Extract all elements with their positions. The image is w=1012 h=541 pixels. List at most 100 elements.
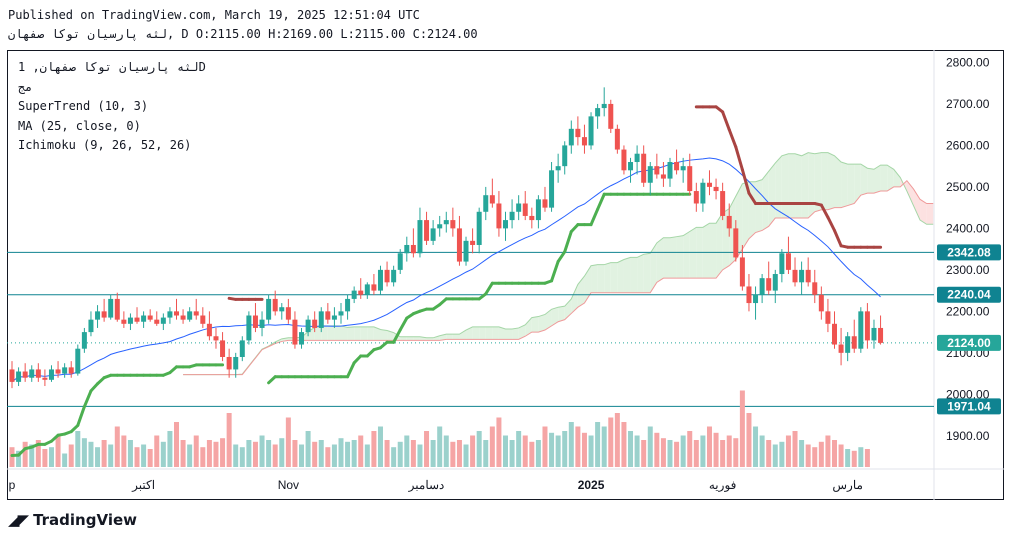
candle-body (358, 290, 364, 295)
ichimoku-cloud-segment (314, 325, 322, 341)
ichimoku-cloud-segment (887, 165, 894, 192)
level-label: 1971.04 (947, 399, 991, 413)
ichimoku-cloud-segment (498, 326, 506, 340)
ichimoku-cloud-segment (637, 254, 644, 293)
candle-body (700, 182, 706, 204)
level-badge (937, 244, 1001, 261)
supertrend-segment (484, 281, 494, 296)
volume-bar (858, 447, 864, 467)
candle-body (193, 311, 199, 316)
legend-ichimoku[interactable]: Ichimoku (9, 26, 52, 26) (18, 138, 192, 152)
volume-bar (785, 435, 791, 467)
candle-body (147, 315, 153, 320)
candle-body (226, 356, 232, 370)
volume-bar (489, 426, 495, 467)
ichimoku-cloud-segment (847, 164, 855, 206)
legend-ma[interactable]: MA (25, close, 0) (18, 118, 141, 133)
volume-bar (614, 413, 620, 467)
candle-body (720, 191, 726, 216)
chart-legend: لثه پارسیان توکا صفهان, 1D مج SuperTrend… (18, 58, 206, 156)
ichimoku-cloud-segment (433, 335, 440, 341)
volume-bar (562, 431, 568, 467)
volume-bar (674, 441, 680, 467)
volume-bar (81, 438, 87, 467)
candle-body (180, 315, 186, 320)
candle-body (364, 284, 370, 295)
candle-body (239, 340, 245, 357)
volume-bar (792, 431, 798, 467)
price-tick-label: 2700.00 (946, 97, 990, 111)
ichimoku-cloud-segment (841, 162, 848, 208)
ichimoku-cloud-segment (479, 326, 486, 340)
volume-bar (404, 435, 410, 467)
volume-bar (805, 444, 811, 467)
candle-body (62, 367, 68, 374)
ichimoku-cloud-segment (623, 257, 631, 293)
volume-bar (845, 449, 851, 467)
ichimoku-cloud-segment (577, 276, 585, 308)
candle-body (535, 199, 541, 221)
candle-body (838, 344, 844, 353)
volume-bar (503, 435, 508, 467)
candle-body (779, 253, 785, 275)
candle-body (825, 311, 831, 324)
ichimoku-cloud-segment (650, 242, 657, 293)
candle-body (292, 319, 298, 345)
candle-body (121, 319, 127, 324)
tradingview-logo[interactable]: ◢◤ TradingView (8, 511, 137, 529)
ichimoku-cloud-segment (485, 326, 493, 340)
volume-bar (621, 422, 627, 467)
candle-body (312, 319, 318, 328)
volume-bar (141, 444, 147, 467)
ichimoku-cloud-segment (880, 165, 888, 192)
volume-bar (305, 431, 311, 467)
level-label: 2240.04 (947, 288, 991, 302)
candle-body (213, 336, 219, 341)
supertrend-segment (352, 354, 363, 365)
candle-body (832, 323, 837, 345)
publish-info: Published on TradingView.com, March 19, … (8, 8, 420, 22)
ichimoku-cloud-segment (558, 306, 565, 322)
candle-body (654, 166, 660, 175)
candle-body (864, 311, 870, 341)
candle-body (154, 319, 160, 324)
volume-bar (101, 440, 107, 467)
legend-supertrend[interactable]: SuperTrend (10, 3) (18, 99, 149, 113)
volume-bar (424, 431, 430, 467)
candle-body (351, 290, 357, 299)
candle-body (134, 317, 140, 322)
volume-bar (42, 449, 48, 467)
candle-body (581, 137, 587, 146)
candle-body (608, 103, 614, 129)
candle-body (9, 369, 15, 382)
candle-body (75, 348, 81, 374)
volume-bar (720, 440, 726, 467)
supertrend-segment (76, 405, 86, 427)
ichimoku-cloud-segment (926, 203, 934, 225)
volume-bar (127, 440, 133, 467)
ichimoku-cloud-segment (466, 326, 473, 340)
price-chart[interactable]: 1900.002000.002100.002200.002300.002400.… (7, 50, 1004, 500)
supertrend-segment (819, 203, 830, 219)
ichimoku-span-b (183, 179, 934, 376)
ichimoku-cloud-segment (716, 212, 723, 279)
supertrend-segment (82, 389, 93, 409)
supertrend-segment (346, 361, 356, 379)
volume-bar (450, 441, 456, 467)
volume-bar (759, 435, 765, 467)
volume-bar (75, 431, 81, 467)
volume-bar (483, 440, 489, 467)
ichimoku-cloud-segment (755, 179, 763, 233)
candle-body (391, 269, 397, 283)
supertrend-segment (734, 145, 744, 172)
ichimoku-cloud-segment (452, 334, 460, 340)
level-label: 2342.08 (947, 245, 991, 259)
candle-body (16, 371, 22, 382)
volume-bar (377, 426, 383, 467)
candle-body (285, 307, 291, 320)
ichimoku-cloud-segment (406, 336, 414, 341)
candle-body (167, 311, 173, 318)
volume-bar (634, 435, 640, 467)
legend-exchange: مج (18, 79, 33, 94)
volume-bar (364, 444, 370, 467)
